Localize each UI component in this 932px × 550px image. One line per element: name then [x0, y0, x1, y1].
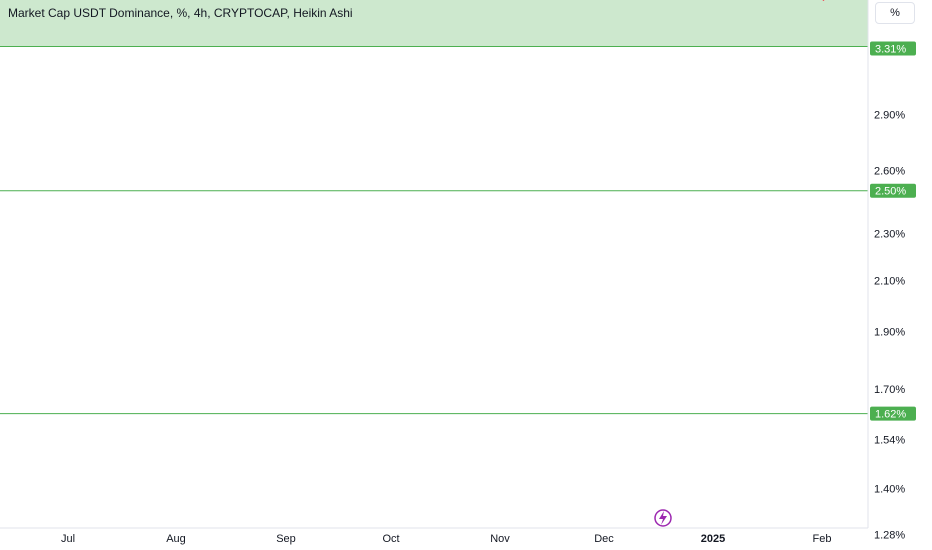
y-tick-label: 1.54% [874, 435, 905, 447]
level-badge [870, 406, 916, 421]
y-tick-label: 1.70% [874, 384, 905, 396]
level-badge-label: 2.50% [875, 186, 906, 198]
x-tick-label: Dec [594, 533, 614, 545]
support-zone [0, 0, 868, 47]
y-tick-label: 2.30% [874, 229, 905, 241]
level-badge [870, 41, 916, 56]
lightning-icon [654, 509, 672, 527]
y-tick-label: 2.90% [874, 109, 905, 121]
level-badge-label: 1.62% [875, 409, 906, 421]
chart-title: Market Cap USDT Dominance, %, 4h, CRYPTO… [8, 6, 353, 20]
lightning-bolt-icon [659, 511, 667, 525]
x-tick-label: Nov [490, 533, 510, 545]
level-badge-label: 3.31% [875, 44, 906, 56]
level-badge [870, 183, 916, 198]
x-tick-label: Jul [61, 533, 75, 545]
y-tick-label: 1.28% [874, 530, 905, 542]
x-tick-label: 2025 [701, 533, 725, 545]
percent-scale-button[interactable]: % [875, 2, 915, 24]
x-tick-label: Oct [382, 533, 399, 545]
y-tick-label: 1.40% [874, 484, 905, 496]
y-tick-label: 2.10% [874, 275, 905, 287]
x-tick-label: Sep [276, 533, 296, 545]
y-tick-label: 2.60% [874, 166, 905, 178]
x-tick-label: Feb [813, 533, 832, 545]
y-tick-label: 1.90% [874, 327, 905, 339]
x-tick-label: Aug [166, 533, 186, 545]
